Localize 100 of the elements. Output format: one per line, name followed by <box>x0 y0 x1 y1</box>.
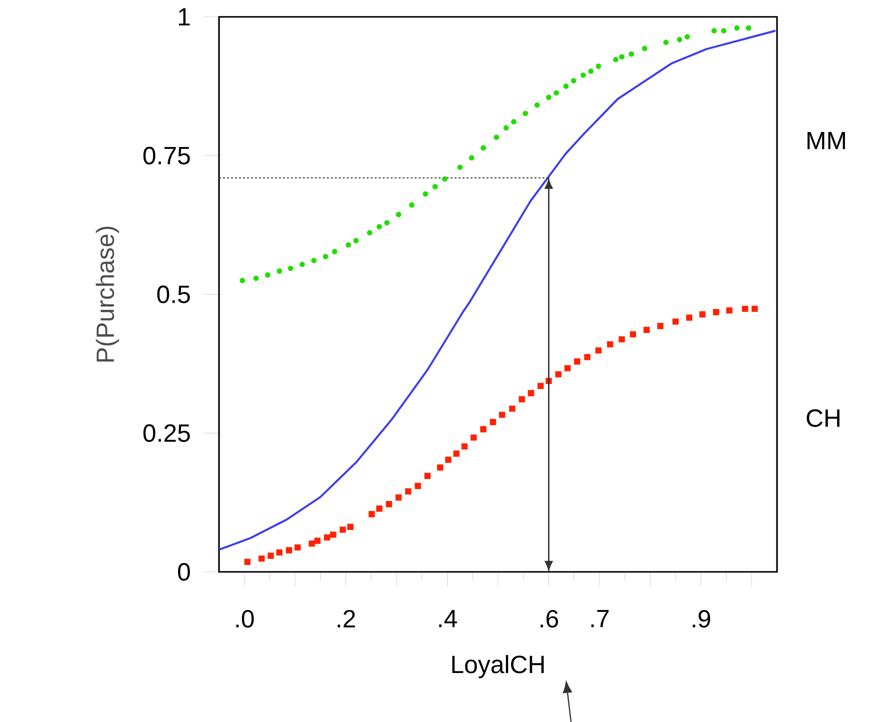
point <box>546 94 552 100</box>
point <box>619 54 624 60</box>
point <box>676 36 682 42</box>
point <box>480 426 486 432</box>
point <box>468 154 474 160</box>
point <box>422 190 428 196</box>
point <box>686 314 692 321</box>
point <box>570 78 576 84</box>
point <box>490 418 496 425</box>
point <box>618 336 625 342</box>
point <box>396 212 402 217</box>
point <box>294 544 301 550</box>
point <box>386 500 392 508</box>
point <box>268 552 274 559</box>
point <box>308 540 315 546</box>
point <box>588 68 594 74</box>
point <box>518 396 525 402</box>
point <box>244 558 251 565</box>
point <box>480 144 486 150</box>
point <box>596 63 602 69</box>
point <box>613 56 618 62</box>
point <box>574 358 580 364</box>
point <box>580 72 586 78</box>
point <box>713 308 720 315</box>
point <box>286 546 292 554</box>
x-axis-title: LoyalCH <box>452 654 544 678</box>
point <box>628 51 634 57</box>
x-tick-label: .6 <box>540 610 558 628</box>
point <box>300 261 305 267</box>
point <box>457 164 463 170</box>
point <box>555 370 562 378</box>
point <box>672 318 679 324</box>
point <box>511 118 516 124</box>
x-tick-label: .9 <box>692 610 710 628</box>
point <box>746 25 752 30</box>
point <box>461 443 468 450</box>
point <box>368 510 375 518</box>
point <box>384 220 390 226</box>
point <box>340 526 346 533</box>
point <box>414 482 421 489</box>
point <box>324 534 330 540</box>
y-tick-label: 0.75 <box>143 146 190 164</box>
point <box>405 488 412 494</box>
point <box>470 434 477 440</box>
point <box>376 505 382 512</box>
point <box>276 268 282 274</box>
point <box>752 305 758 312</box>
point <box>584 354 590 360</box>
point <box>376 224 382 230</box>
point <box>734 25 740 30</box>
point <box>509 405 516 412</box>
point <box>265 272 270 278</box>
point <box>503 124 509 130</box>
point <box>630 330 636 338</box>
point <box>644 326 650 333</box>
point <box>314 537 321 544</box>
point <box>726 307 732 314</box>
point <box>366 230 372 236</box>
point <box>721 28 726 34</box>
text: MM <box>808 132 845 149</box>
point <box>711 28 717 34</box>
x-tick-label: .0 <box>236 610 254 628</box>
point <box>276 549 282 556</box>
point <box>442 176 448 182</box>
point <box>445 456 452 463</box>
point <box>642 46 648 51</box>
point <box>332 248 338 254</box>
y-tick-label: 1 <box>178 8 190 26</box>
point <box>494 134 500 140</box>
point <box>663 39 669 45</box>
line-series <box>219 30 776 550</box>
y-tick-label: 0.25 <box>143 424 190 442</box>
point <box>240 278 246 283</box>
point <box>564 364 571 372</box>
point <box>409 202 414 208</box>
point <box>657 322 664 329</box>
point <box>554 90 560 96</box>
point <box>607 340 614 348</box>
point <box>395 494 402 500</box>
x-tick-label: .2 <box>338 610 355 628</box>
point <box>684 34 690 40</box>
point <box>437 464 444 470</box>
point <box>453 450 460 457</box>
point <box>498 411 506 418</box>
text: CH <box>806 409 840 427</box>
point <box>534 102 540 108</box>
y-tick-label: 0 <box>178 562 190 580</box>
point <box>742 305 748 312</box>
point <box>346 242 352 248</box>
point <box>330 531 336 538</box>
x-tick-label: .7 <box>591 610 609 627</box>
point <box>595 347 602 354</box>
point <box>538 382 544 389</box>
point <box>258 555 265 562</box>
y-tick-label: 0.5 <box>157 285 190 303</box>
point <box>424 472 431 479</box>
point <box>563 83 569 89</box>
point <box>528 390 534 396</box>
point <box>699 311 706 318</box>
point <box>311 258 317 263</box>
